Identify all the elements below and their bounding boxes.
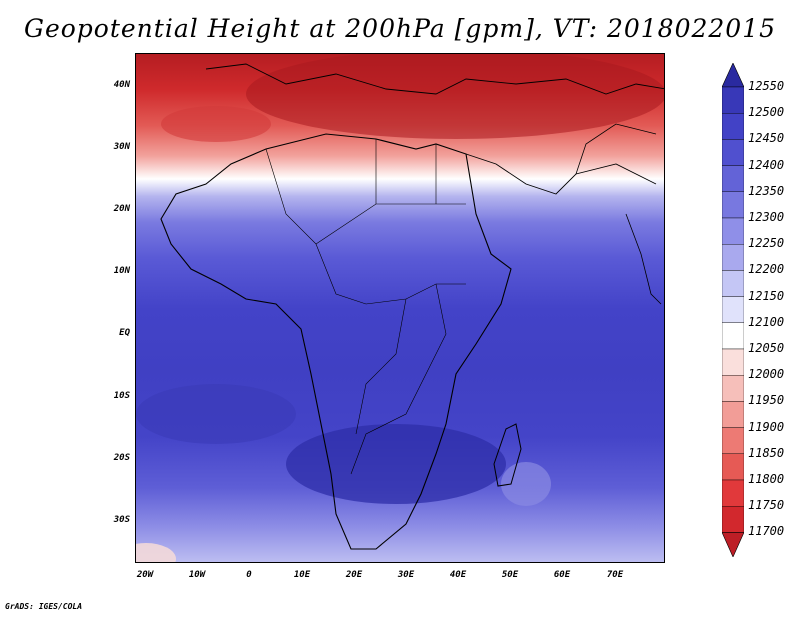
colorbar-label: 11850 [748,445,785,460]
lon-label: 40E [449,570,467,580]
colorbar-cell [722,506,744,533]
colorbar-cell [722,479,744,507]
lat-label: 10S [113,391,130,401]
chart-title: Geopotential Height at 200hPa [gpm], VT:… [23,14,777,43]
lon-label: 10W [188,570,206,580]
colorbar-cell [722,348,744,376]
lon-label: 0 [246,570,252,580]
colorbar-cell [722,217,744,245]
lon-label: 10E [293,570,311,580]
colorbar-cell [722,270,744,297]
lat-label: 20S [113,453,130,463]
lat-label: 20N [113,204,130,214]
colorbar-bottom-triangle [722,532,744,557]
colorbar-label: 11700 [748,524,785,539]
colorbar-label: 11750 [748,498,785,513]
lat-label: 30S [113,515,130,525]
colorbar-label: 12100 [748,314,785,329]
colorbar-label: 12300 [748,210,785,224]
lat-label: 40N [113,80,130,90]
lon-label: 50E [501,570,519,580]
credit-text: GrADS: IGES/COLA [5,602,83,611]
colorbar-label: 12550 [748,79,785,93]
colorbar-cell [722,113,744,140]
lat-label: 10N [113,266,130,276]
colorbar-label: 12200 [748,262,785,277]
colorbar-label: 12250 [748,236,785,251]
colorbar-cell [722,427,744,455]
colorbar-label: 12350 [748,183,785,198]
colorbar-cell [722,165,744,192]
colorbar-cell [722,296,744,324]
africa-coastline [160,133,512,550]
colorbar-cell [722,453,744,481]
madagascar-outline [493,423,522,487]
colorbar-label: 11950 [748,393,785,408]
map-panel [135,53,665,563]
colorbar-label: 11800 [748,472,785,486]
colorbar-label: 12050 [748,341,785,355]
lon-label: 20E [345,570,363,580]
lon-label: 70E [606,570,624,580]
colorbar-label: 12450 [748,131,785,146]
colorbar-cell [722,139,744,166]
colorbar-label: 11900 [748,419,785,434]
colorbar-label: 12400 [748,157,785,172]
colorbar-cell [722,86,744,114]
colorbar-label: 12500 [748,105,785,120]
colorbar-label: 12150 [748,288,785,303]
colorbar [722,63,744,557]
colorbar-label: 12000 [748,367,785,382]
colorbar-cell [722,243,744,271]
colorbar-cell [722,322,744,350]
lon-label: 60E [553,570,571,580]
lon-label: 30E [397,570,415,580]
lon-label: 20W [136,570,154,580]
colorbar-cell [722,401,744,428]
colorbar-top-triangle [722,63,744,88]
lat-label: EQ [119,328,130,338]
colorbar-cell [722,191,744,219]
colorbar-cell [722,375,744,402]
geopotential-field [136,54,664,562]
lat-label: 30N [113,142,130,152]
